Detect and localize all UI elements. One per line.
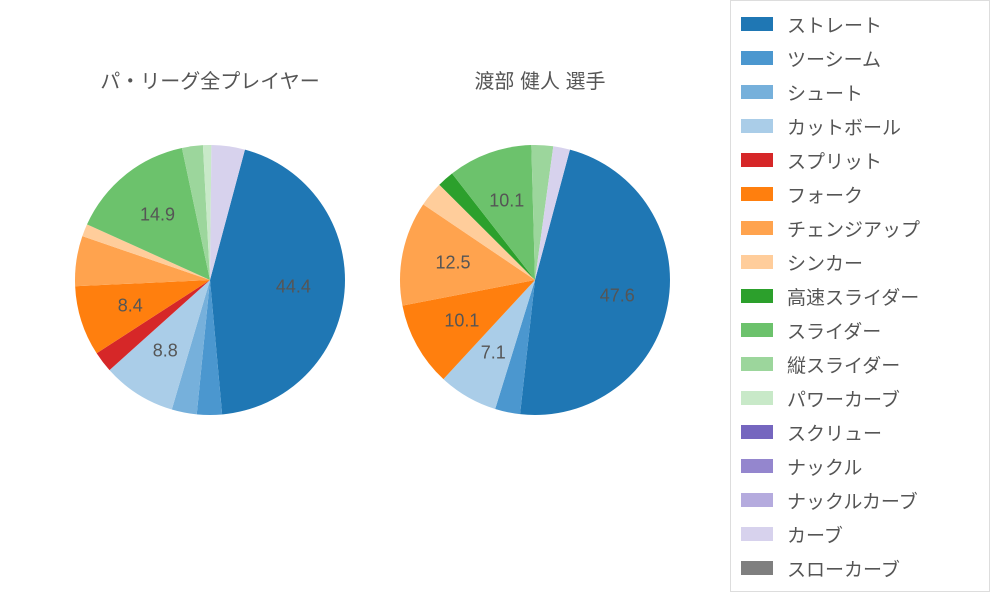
- legend-label: パワーカーブ: [787, 385, 900, 412]
- legend-swatch: [741, 255, 773, 269]
- legend-label: 高速スライダー: [787, 283, 919, 310]
- legend-item: 縦スライダー: [741, 347, 979, 381]
- legend-swatch: [741, 357, 773, 371]
- chart-container: { "background_color": "#ffffff", "text_c…: [0, 0, 1000, 600]
- legend-label: ツーシーム: [787, 45, 881, 72]
- pie-slice-label: 14.9: [140, 204, 175, 225]
- legend-swatch: [741, 459, 773, 473]
- legend-swatch: [741, 323, 773, 337]
- legend-swatch: [741, 425, 773, 439]
- legend-swatch: [741, 51, 773, 65]
- legend-label: シュート: [787, 79, 863, 106]
- legend-label: シンカー: [787, 249, 863, 276]
- legend-label: 縦スライダー: [787, 351, 900, 378]
- legend-swatch: [741, 391, 773, 405]
- legend-item: スライダー: [741, 313, 979, 347]
- pie-slice-label: 7.1: [481, 342, 506, 363]
- pie-slice-label: 10.1: [444, 310, 479, 331]
- legend-label: スライダー: [787, 317, 881, 344]
- legend-swatch: [741, 153, 773, 167]
- legend-item: ツーシーム: [741, 41, 979, 75]
- legend-item: ナックルカーブ: [741, 483, 979, 517]
- legend-item: パワーカーブ: [741, 381, 979, 415]
- legend-item: シンカー: [741, 245, 979, 279]
- legend-swatch: [741, 289, 773, 303]
- pie-slice-label: 10.1: [489, 191, 524, 212]
- legend-swatch: [741, 561, 773, 575]
- legend-label: カットボール: [787, 113, 901, 140]
- legend-item: スローカーブ: [741, 551, 979, 585]
- legend-label: スクリュー: [787, 419, 882, 446]
- legend-item: ストレート: [741, 7, 979, 41]
- legend-item: フォーク: [741, 177, 979, 211]
- legend-label: チェンジアップ: [787, 215, 920, 242]
- legend-swatch: [741, 119, 773, 133]
- legend-swatch: [741, 221, 773, 235]
- legend-swatch: [741, 527, 773, 541]
- legend-label: ナックルカーブ: [787, 487, 918, 514]
- legend-item: スクリュー: [741, 415, 979, 449]
- legend-label: ナックル: [787, 453, 862, 480]
- pie-slice-label: 12.5: [435, 253, 470, 274]
- legend-label: スローカーブ: [787, 555, 900, 582]
- legend-item: カーブ: [741, 517, 979, 551]
- legend-item: カットボール: [741, 109, 979, 143]
- legend: ストレートツーシームシュートカットボールスプリットフォークチェンジアップシンカー…: [730, 0, 990, 592]
- legend-item: スプリット: [741, 143, 979, 177]
- legend-swatch: [741, 493, 773, 507]
- legend-label: ストレート: [787, 11, 882, 38]
- chart-title: パ・リーグ全プレイヤー: [80, 65, 340, 94]
- pie-slice-label: 47.6: [600, 285, 635, 306]
- legend-swatch: [741, 85, 773, 99]
- pie-slice-label: 8.8: [153, 340, 178, 361]
- pie-slice-label: 44.4: [276, 277, 311, 298]
- legend-item: 高速スライダー: [741, 279, 979, 313]
- legend-item: ナックル: [741, 449, 979, 483]
- legend-swatch: [741, 187, 773, 201]
- legend-label: フォーク: [787, 181, 863, 208]
- chart-title: 渡部 健人 選手: [410, 65, 670, 94]
- legend-swatch: [741, 17, 773, 31]
- pie-slice-label: 8.4: [118, 295, 143, 316]
- legend-label: スプリット: [787, 147, 882, 174]
- legend-item: シュート: [741, 75, 979, 109]
- legend-label: カーブ: [787, 521, 843, 548]
- legend-item: チェンジアップ: [741, 211, 979, 245]
